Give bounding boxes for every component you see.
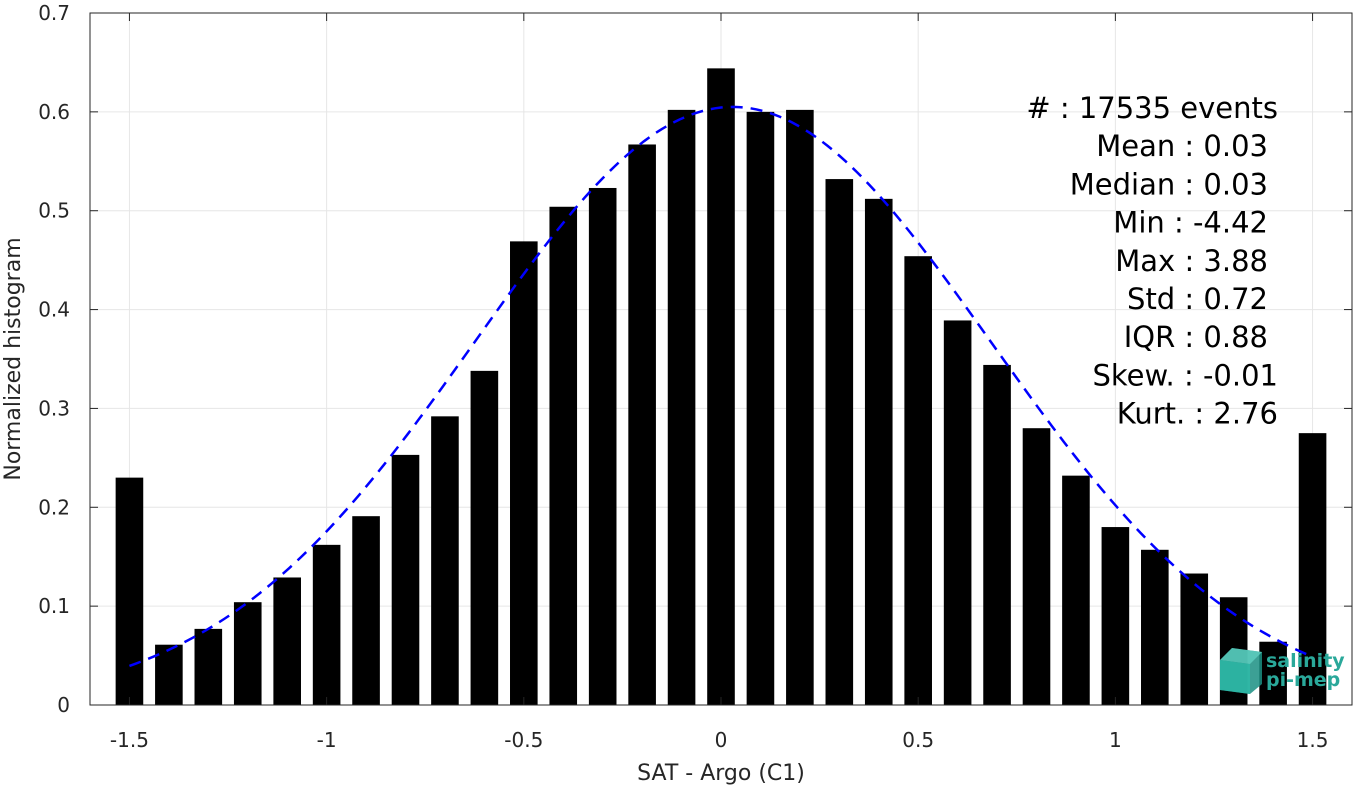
x-tick-label-6: 1.5 (1297, 728, 1329, 752)
bar-10 (510, 241, 538, 706)
bar-26 (1141, 549, 1169, 705)
bar-0 (115, 477, 144, 705)
y-axis-ticks: 0 0.1 0.2 0.3 0.4 0.5 0.6 0.7 (38, 1, 1352, 717)
bar-13 (628, 144, 656, 706)
salinity-pi-mep-logo: salinity pi-mep (1220, 648, 1345, 694)
y-tick-label-4: 0.4 (38, 298, 70, 322)
bar-4 (273, 577, 301, 705)
bar-1 (155, 644, 183, 705)
bar-20 (904, 256, 932, 705)
x-axis-label: SAT - Argo (C1) (637, 761, 805, 786)
bar-27 (1180, 573, 1209, 705)
bar-5 (312, 544, 341, 705)
gaussian-fit-curve (129, 105, 1314, 668)
bar-22 (983, 364, 1011, 705)
x-tick-label-4: 0.5 (902, 728, 934, 752)
bar-15 (707, 68, 735, 706)
logo-line-1: salinity (1266, 650, 1345, 672)
stat-line-8: Kurt. : 2.76 (1117, 397, 1278, 431)
stat-line-1: Mean : 0.03 (1096, 129, 1268, 163)
bar-14 (667, 109, 696, 705)
x-tick-label-1: -1 (317, 728, 337, 752)
y-tick-label-3: 0.3 (38, 396, 70, 420)
bar-16 (746, 111, 775, 706)
y-tick-label-7: 0.7 (38, 1, 70, 25)
x-tick-label-2: -0.5 (504, 728, 543, 752)
stat-line-0: # : 17535 events (1026, 91, 1278, 125)
bar-18 (825, 179, 854, 705)
bar-9 (470, 370, 499, 705)
stat-line-5: Std : 0.72 (1127, 282, 1268, 316)
stat-line-4: Max : 3.88 (1115, 244, 1268, 278)
y-tick-label-1: 0.1 (38, 594, 70, 618)
bar-17 (786, 109, 814, 705)
stats-annotation: # : 17535 events Mean : 0.03 Median : 0.03… (1026, 91, 1278, 431)
stat-line-3: Min : -4.42 (1113, 206, 1268, 240)
y-tick-label-5: 0.5 (38, 199, 70, 223)
bar-21 (943, 320, 972, 705)
x-tick-label-5: 1 (1109, 728, 1122, 752)
bars (115, 68, 1327, 706)
x-tick-label-0: -1.5 (110, 728, 149, 752)
bar-25 (1101, 527, 1130, 705)
y-tick-label-2: 0.2 (38, 495, 70, 519)
bar-23 (1022, 428, 1051, 705)
logo-line-2: pi-mep (1266, 669, 1340, 691)
bar-2 (194, 628, 223, 705)
y-tick-label-6: 0.6 (38, 100, 70, 124)
stat-line-6: IQR : 0.88 (1124, 320, 1268, 354)
bar-19 (864, 198, 893, 705)
bar-3 (233, 602, 262, 705)
x-tick-label-3: 0 (715, 728, 728, 752)
bar-8 (431, 416, 459, 705)
stat-line-7: Skew. : -0.01 (1092, 358, 1278, 392)
bar-7 (391, 454, 420, 705)
bar-29 (1259, 641, 1287, 705)
bar-30 (1298, 433, 1327, 705)
bar-12 (588, 187, 617, 705)
cube-logo-icon (1220, 648, 1262, 694)
stat-line-2: Median : 0.03 (1070, 167, 1268, 201)
y-axis-label: Normalized histogram (1, 237, 26, 480)
x-axis-ticks: -1.5 -1 -0.5 0 0.5 1 1.5 (110, 13, 1329, 752)
bar-24 (1062, 475, 1090, 705)
bar-11 (549, 206, 578, 705)
bar-6 (352, 516, 380, 705)
y-tick-label-0: 0 (57, 693, 70, 717)
